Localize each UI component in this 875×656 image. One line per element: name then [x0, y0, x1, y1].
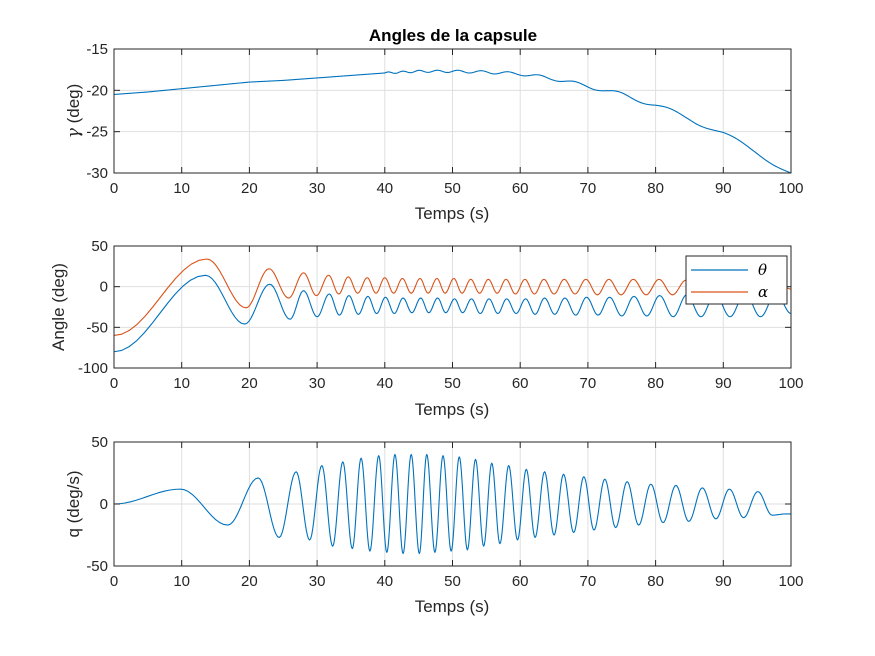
panel-gamma-ylabel-symbol: γ	[64, 127, 84, 138]
x-tick-label: 0	[110, 180, 118, 197]
x-tick-label: 10	[173, 375, 190, 392]
x-tick-label: 20	[241, 573, 258, 590]
panel-q-ylabel: q (deg/s)	[64, 470, 83, 537]
x-tick-label: 10	[173, 180, 190, 197]
panel-angle-series	[113, 258, 792, 353]
x-tick-label: 30	[309, 573, 326, 590]
x-tick-label: 20	[241, 375, 258, 392]
y-tick-label: 50	[91, 434, 108, 451]
y-tick-label: -50	[86, 319, 108, 336]
x-tick-label: 30	[309, 375, 326, 392]
panel-angle-ticks: 0 10 20 30 40 50 60 70 80 90 100 -100 -50 0 50	[78, 238, 804, 392]
x-tick-label: 50	[444, 573, 461, 590]
x-tick-label: 10	[173, 573, 190, 590]
y-tick-label: -25	[86, 124, 108, 141]
x-tick-label: 20	[241, 180, 258, 197]
x-tick-label: 0	[110, 573, 118, 590]
y-tick-label: -30	[86, 165, 108, 182]
x-tick-label: 70	[580, 573, 597, 590]
series-line-q-series-0	[113, 453, 792, 555]
x-tick-label: 40	[376, 180, 393, 197]
x-tick-label: 60	[512, 573, 529, 590]
x-tick-label: 100	[778, 573, 803, 590]
panel-gamma-grid	[113, 48, 792, 174]
panel-gamma-series	[113, 69, 792, 174]
series-line-gamma-series-0	[113, 69, 792, 174]
x-tick-label: 70	[580, 375, 597, 392]
x-tick-label: 70	[580, 180, 597, 197]
x-tick-label: 90	[715, 375, 732, 392]
series-line-angle-theta	[113, 274, 792, 353]
y-tick-label: -50	[86, 558, 108, 575]
y-tick-label: -15	[86, 41, 108, 58]
legend: θ α	[685, 255, 788, 305]
panel-gamma-ylabel-unit: (deg)	[64, 84, 83, 128]
x-tick-label: 100	[778, 180, 803, 197]
y-tick-label: 0	[100, 496, 108, 513]
legend-label-theta: θ	[758, 261, 767, 279]
panel-gamma-ticks: 0 10 20 30 40 50 60 70 80 90 100 -30 -25 -20 -15	[86, 41, 803, 197]
x-tick-label: 80	[647, 375, 664, 392]
x-tick-label: 60	[512, 375, 529, 392]
panel-gamma: 0 10 20 30 40 50 60 70 80 90 100 -30 -25 -20 -15 Temps…	[64, 41, 804, 223]
x-tick-label: 80	[647, 573, 664, 590]
panel-q-series	[113, 453, 792, 555]
x-tick-label: 50	[444, 180, 461, 197]
panel-angle-xlabel: Temps (s)	[415, 400, 490, 419]
x-tick-label: 80	[647, 180, 664, 197]
panel-gamma-ylabel: γ (deg)	[64, 84, 84, 139]
x-tick-label: 0	[110, 375, 118, 392]
x-tick-label: 60	[512, 180, 529, 197]
panel-q-xlabel: Temps (s)	[415, 597, 490, 616]
x-tick-label: 90	[715, 180, 732, 197]
panel-angle-ylabel: Angle (deg)	[49, 263, 68, 351]
legend-box	[685, 255, 788, 305]
figure-title: Angles de la capsule	[369, 26, 537, 45]
y-tick-label: 0	[100, 279, 108, 296]
panel-angle: 0 10 20 30 40 50 60 70 80 90 100 -100 -50 0 50 Temps (…	[49, 238, 804, 419]
panel-gamma-xlabel: Temps (s)	[415, 204, 490, 223]
x-tick-label: 40	[376, 375, 393, 392]
y-tick-label: 50	[91, 238, 108, 255]
x-tick-label: 30	[309, 180, 326, 197]
x-tick-label: 90	[715, 573, 732, 590]
y-tick-label: -100	[78, 360, 108, 377]
x-tick-label: 100	[778, 375, 803, 392]
x-tick-label: 50	[444, 375, 461, 392]
y-tick-label: -20	[86, 82, 108, 99]
series-line-angle-alpha	[113, 258, 792, 337]
x-tick-label: 40	[376, 573, 393, 590]
legend-label-alpha: α	[758, 283, 768, 301]
